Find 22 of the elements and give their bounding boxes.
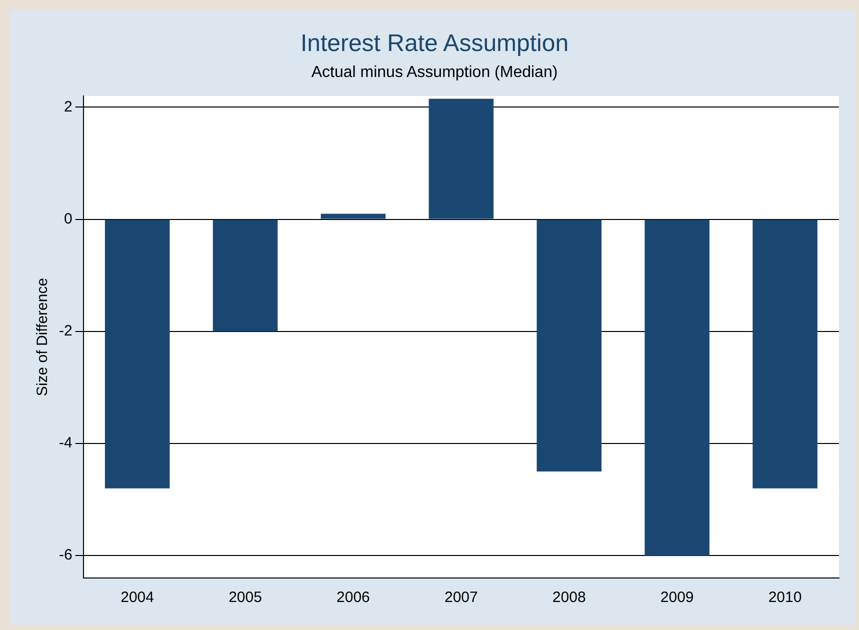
bar: [320, 214, 386, 219]
x-tick-label: 2007: [444, 589, 478, 606]
bar: [104, 220, 170, 488]
y-tick-label: -6: [58, 546, 72, 564]
bar: [212, 220, 278, 332]
x-tick-label: 2008: [552, 589, 586, 606]
y-tick-label: -2: [58, 322, 72, 340]
x-tick-label: 2009: [660, 589, 694, 606]
bar: [752, 220, 818, 488]
y-tick-label: 2: [64, 98, 72, 116]
x-tick-label: 2010: [768, 589, 802, 606]
bar: [536, 220, 602, 472]
x-tick-label: 2004: [120, 589, 154, 606]
bar: [428, 98, 494, 219]
y-tick-label: 0: [64, 210, 72, 228]
chart-subtitle: Actual minus Assumption (Median): [311, 64, 558, 81]
chart-title: Interest Rate Assumption: [300, 30, 569, 58]
y-tick-label: -4: [58, 434, 72, 452]
y-axis-title: Size of Difference: [34, 278, 52, 396]
x-tick-label: 2006: [336, 589, 370, 606]
bar: [644, 220, 710, 556]
x-tick-label: 2005: [228, 589, 262, 606]
